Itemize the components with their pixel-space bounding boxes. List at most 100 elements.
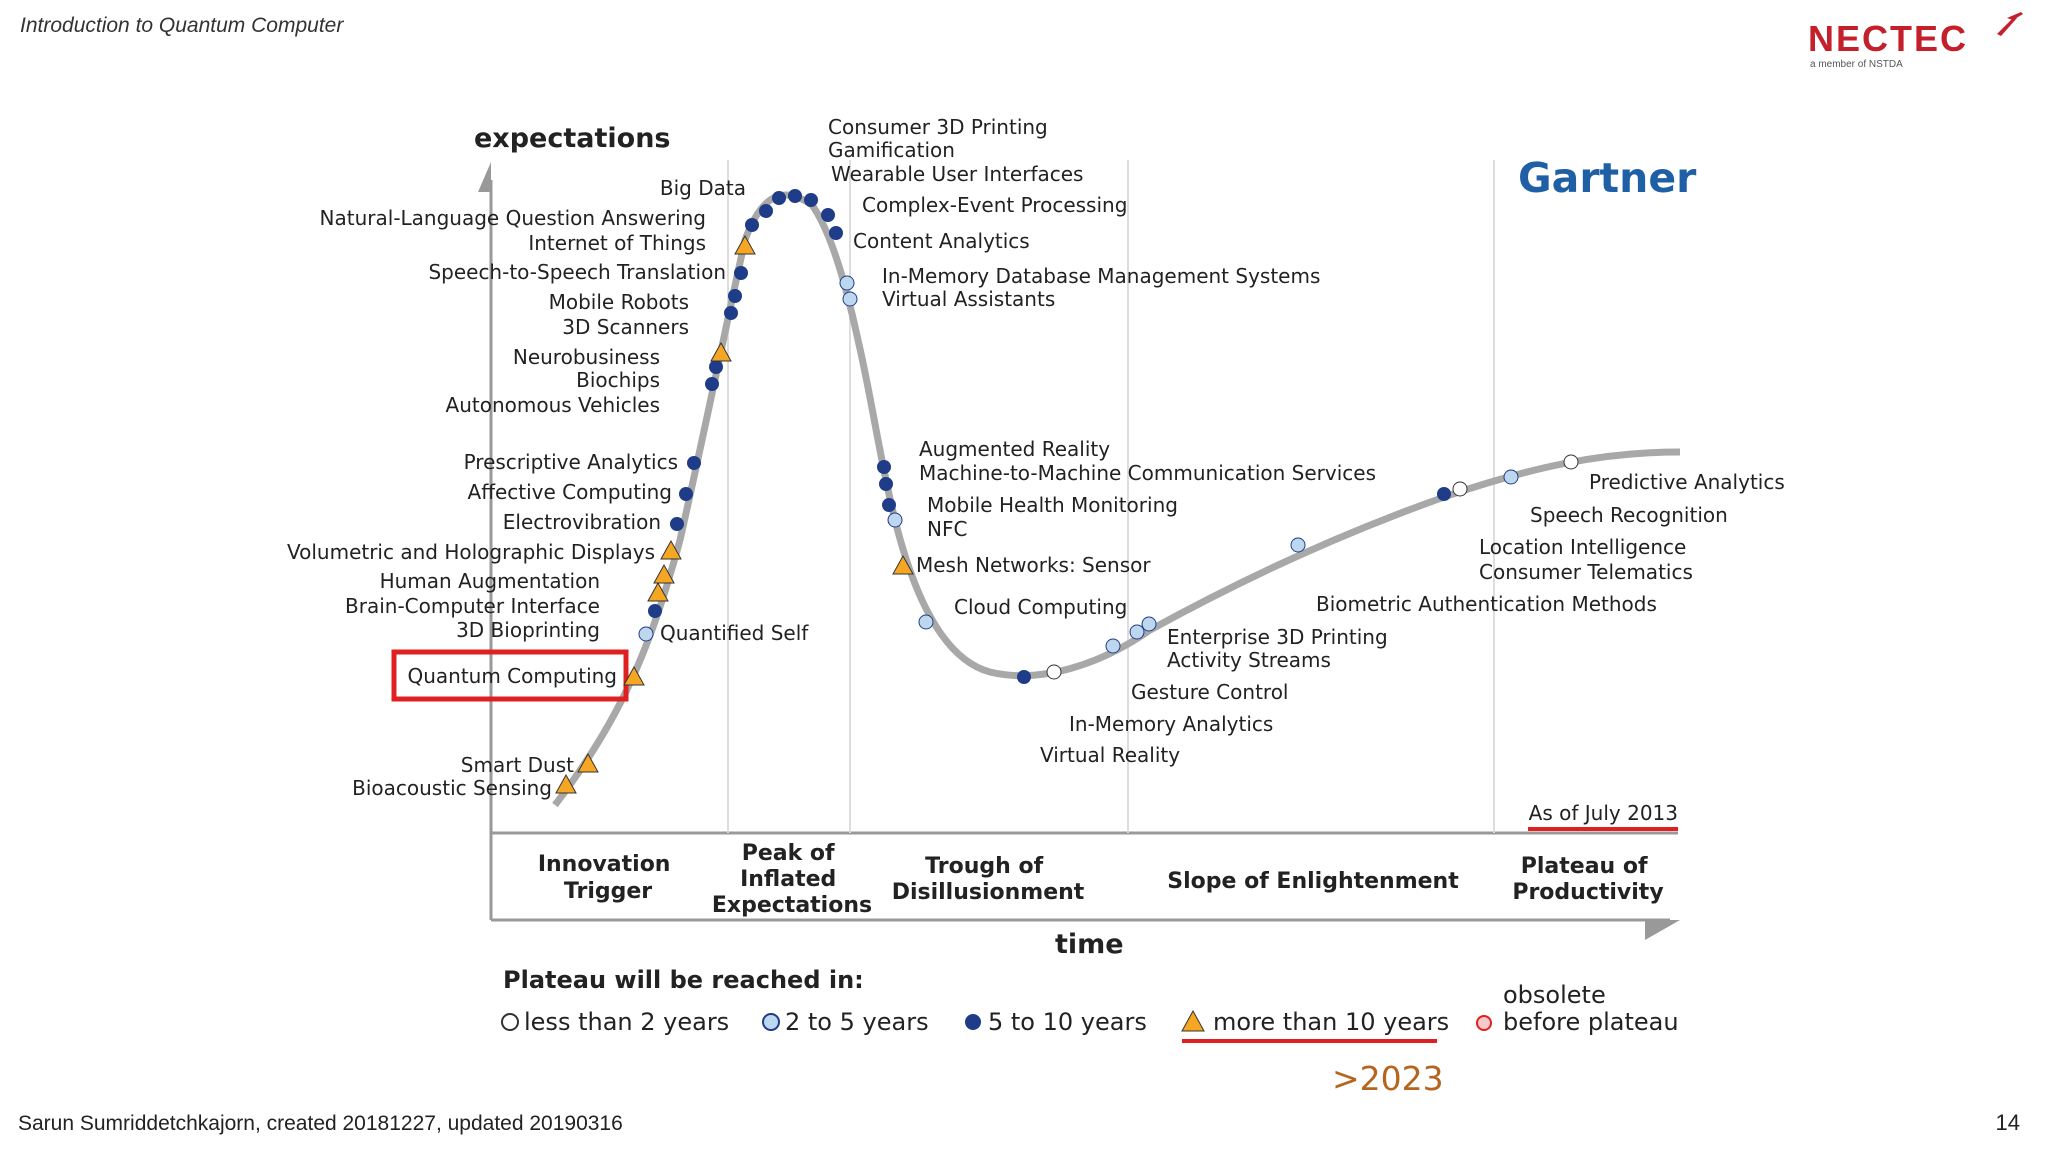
tech-label-virtual-assistants: Virtual Assistants: [882, 287, 1055, 311]
tech-marker: [577, 752, 599, 773]
tech-marker: [745, 218, 759, 232]
tech-marker: [821, 208, 835, 222]
tech-marker: [842, 291, 858, 307]
tech-label-cloud-computing: Cloud Computing: [954, 595, 1127, 619]
tech-marker: [638, 626, 654, 642]
tech-label-affective-computing: Affective Computing: [468, 480, 672, 504]
hype-curve: [552, 191, 1681, 808]
tech-marker: [1437, 487, 1451, 501]
tech-label-augmented-reality: Augmented Reality: [919, 437, 1110, 461]
tech-marker: [1129, 624, 1145, 640]
tech-label-consumer-telematics: Consumer Telematics: [1479, 560, 1693, 584]
tech-label-complex-event: Complex-Event Processing: [862, 193, 1127, 217]
tech-marker: [829, 226, 843, 240]
logo-wordmark: NECTEC: [1808, 18, 1969, 59]
tech-label-enterprise-3d-printing: Enterprise 3D Printing: [1167, 625, 1388, 649]
y-axis-label: expectations: [474, 123, 671, 154]
slide-title: Introduction to Quantum Computer: [20, 14, 344, 37]
phase-label-plateau: Plateau of Productivity: [1512, 854, 1663, 905]
tech-label-gamification: Gamification: [828, 138, 955, 162]
tech-marker: [877, 460, 891, 474]
tech-marker: [705, 377, 719, 391]
tech-marker: [1563, 454, 1579, 470]
tech-marker: [1046, 664, 1062, 680]
tech-label-human-augmentation: Human Augmentation: [380, 569, 600, 593]
tech-label-neurobusiness: Neurobusiness: [513, 345, 660, 369]
tech-label-internet-of-things: Internet of Things: [528, 231, 706, 255]
tech-label-virtual-reality: Virtual Reality: [1040, 743, 1180, 767]
tech-label-electrovibration: Electrovibration: [503, 510, 661, 534]
tech-marker: [1105, 638, 1121, 654]
x-axis-label: time: [1055, 929, 1124, 960]
tech-marker: [879, 477, 893, 491]
tech-label-location-intelligence: Location Intelligence: [1479, 535, 1686, 559]
as-of-label: As of July 2013: [1529, 801, 1678, 825]
tech-label-prescriptive-analytics: Prescriptive Analytics: [464, 450, 678, 474]
tech-marker: [734, 234, 756, 255]
tech-label-3d-scanners: 3D Scanners: [562, 315, 689, 339]
tech-label-in-memory-dbms: In-Memory Database Management Systems: [882, 264, 1320, 288]
tech-marker: [839, 275, 855, 291]
tech-label-mesh-networks: Mesh Networks: Sensor: [916, 553, 1151, 577]
legend-lt2-label: less than 2 years: [524, 1008, 729, 1036]
tech-label-brain-computer-interface: Brain-Computer Interface: [345, 594, 600, 618]
tech-label-nfc: NFC: [927, 517, 967, 541]
tech-marker: [687, 456, 701, 470]
tech-marker: [555, 773, 577, 794]
tech-label-speech-recognition: Speech Recognition: [1530, 503, 1728, 527]
tech-marker: [918, 614, 934, 630]
legend-obsolete-label: obsolete before plateau: [1503, 981, 1679, 1036]
phase-label-slope: Slope of Enlightenment: [1167, 869, 1459, 894]
tech-label-smart-dust: Smart Dust: [461, 753, 574, 777]
tech-marker: [648, 604, 662, 618]
tech-marker: [709, 360, 723, 374]
tech-label-consumer-3d-printing: Consumer 3D Printing: [828, 115, 1048, 139]
note-2023: >2023: [1332, 1059, 1444, 1098]
tech-marker: [728, 289, 742, 303]
footer-credit: Sarun Sumriddetchkajorn, created 2018122…: [18, 1112, 623, 1135]
phase-label-peak: Peak of Inflated Expectations: [712, 841, 872, 918]
legend-5to10-label: 5 to 10 years: [988, 1008, 1147, 1036]
tech-marker: [882, 498, 896, 512]
tech-label-mobile-health: Mobile Health Monitoring: [927, 493, 1178, 517]
tech-label-3d-bioprinting: 3D Bioprinting: [456, 618, 600, 642]
tech-marker: [647, 581, 669, 602]
legend-2to5-label: 2 to 5 years: [785, 1008, 929, 1036]
tech-label-volumetric-displays: Volumetric and Holographic Displays: [287, 540, 655, 564]
tech-marker: [887, 512, 903, 528]
tech-label-m2m: Machine-to-Machine Communication Service…: [919, 461, 1376, 485]
tech-marker: [653, 563, 675, 584]
tech-marker: [1503, 469, 1519, 485]
tech-label-gesture-control: Gesture Control: [1131, 680, 1288, 704]
y-axis-arrow-icon: [478, 162, 491, 192]
tech-label-content-analytics: Content Analytics: [853, 229, 1030, 253]
logo-subtitle: a member of NSTDA: [1810, 59, 1903, 70]
tech-marker: [788, 189, 802, 203]
legend-5to10-icon: [965, 1014, 981, 1030]
tech-label-speech-to-speech: Speech-to-Speech Translation: [428, 260, 726, 284]
legend-lt2-icon: [501, 1013, 519, 1031]
legend-gt10-label: more than 10 years: [1213, 1008, 1449, 1036]
nectec-logo: NECTEC a member of NSTDA: [1808, 6, 2038, 76]
tech-label-quantified-self: Quantified Self: [660, 621, 809, 645]
tech-marker: [1017, 670, 1031, 684]
tech-label-mobile-robots: Mobile Robots: [549, 290, 689, 314]
tech-marker: [892, 554, 914, 575]
tech-marker: [772, 191, 786, 205]
tech-marker: [1452, 481, 1468, 497]
tech-marker: [679, 487, 693, 501]
tech-marker: [804, 193, 818, 207]
highlight-box-quantum-computing: [391, 649, 629, 702]
tech-marker: [1290, 537, 1306, 553]
tech-marker: [670, 517, 684, 531]
tech-label-quantum-computing: Quantum Computing: [407, 664, 617, 688]
legend-title: Plateau will be reached in:: [503, 966, 864, 994]
legend-2to5-icon: [762, 1013, 780, 1031]
tech-label-biochips: Biochips: [576, 368, 660, 392]
tech-label-big-data: Big Data: [660, 176, 746, 200]
tech-marker: [759, 204, 773, 218]
brand-label: Gartner: [1518, 154, 1697, 202]
logo-swoosh-icon: [1997, 12, 2023, 36]
tech-label-wearable-ui: Wearable User Interfaces: [831, 162, 1083, 186]
phase-label-trough: Trough of Disillusionment: [892, 854, 1085, 905]
